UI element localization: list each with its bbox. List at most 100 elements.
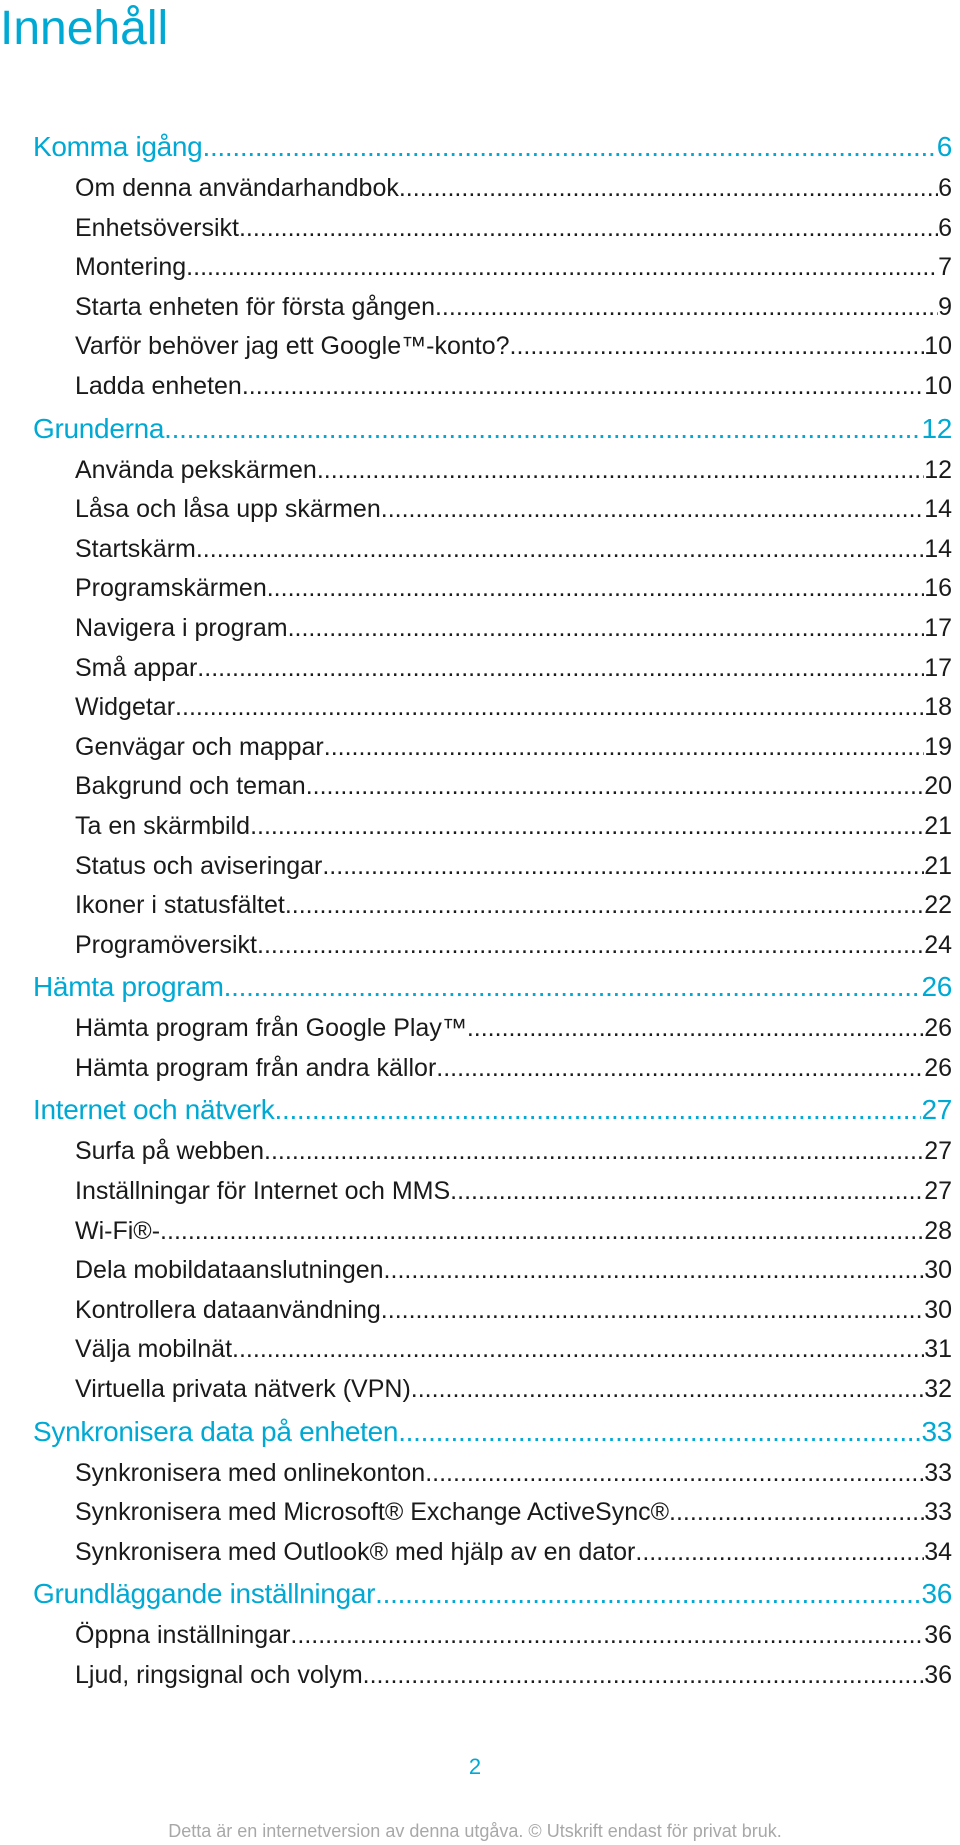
toc-entry[interactable]: Ladda enheten 10 [33, 367, 952, 407]
toc-entry[interactable]: Hämta program från andra källor 26 [33, 1049, 952, 1089]
toc-entry[interactable]: Inställningar för Internet och MMS 27 [33, 1172, 952, 1212]
dot-leader [436, 1049, 924, 1089]
toc-heading-label: Hämta program [33, 971, 224, 1003]
toc-entry-page: 26 [924, 1014, 952, 1043]
toc-entry-page: 14 [924, 534, 952, 563]
dot-leader [384, 1251, 925, 1291]
dot-leader [274, 1088, 921, 1132]
toc-section-grunderna: Grunderna 12 Använda pekskärmen 12 Låsa oc… [33, 407, 952, 966]
toc-entry[interactable]: Varför behöver jag ett Google™-konto? 10 [33, 327, 952, 367]
toc-entry-label: Wi-Fi®- [75, 1216, 161, 1245]
toc-entry[interactable]: Programöversikt 24 [33, 926, 952, 966]
toc-entry-label: Programöversikt [75, 930, 257, 959]
toc-entry[interactable]: Wi-Fi®- 28 [33, 1212, 952, 1252]
toc-entry[interactable]: Öppna inställningar 36 [33, 1616, 952, 1656]
dot-leader [160, 1212, 924, 1252]
dot-leader [363, 1656, 925, 1696]
toc-entry-label: Navigera i program [75, 613, 288, 642]
toc-entry[interactable]: Välja mobilnät 31 [33, 1330, 952, 1370]
dot-leader [164, 407, 921, 451]
toc-entry[interactable]: Startskärm 14 [33, 530, 952, 570]
toc-entry-label: Widgetar [75, 693, 176, 722]
toc-entry[interactable]: Synkronisera med Outlook® med hjälp av e… [33, 1533, 952, 1573]
toc-entry[interactable]: Synkronisera med Microsoft® Exchange Act… [33, 1493, 952, 1533]
toc-entry[interactable]: Bakgrund och teman 20 [33, 767, 952, 807]
dot-leader [399, 169, 938, 209]
dot-leader [306, 767, 924, 807]
toc-entry[interactable]: Montering 7 [33, 248, 952, 288]
toc-heading-page: 36 [921, 1578, 952, 1610]
toc-entry[interactable]: Ta en skärmbild 21 [33, 807, 952, 847]
toc-entry-label: Små appar [75, 653, 198, 682]
toc-entry[interactable]: Ljud, ringsignal och volym 36 [33, 1656, 952, 1696]
toc-heading[interactable]: Grundläggande inställningar 36 [33, 1572, 952, 1616]
toc-entry-label: Inställningar för Internet och MMS [75, 1177, 451, 1206]
toc-heading-page: 26 [921, 971, 952, 1003]
toc-entry-page: 17 [924, 613, 952, 642]
toc-entry-label: Virtuella privata nätverk (VPN) [75, 1375, 411, 1404]
dot-leader [267, 569, 924, 609]
dot-leader [186, 248, 938, 288]
toc-entry[interactable]: Hämta program från Google Play™ 26 [33, 1009, 952, 1049]
page-number: 2 [468, 1754, 482, 1779]
toc-heading[interactable]: Grunderna 12 [33, 407, 952, 451]
toc-entry[interactable]: Status och aviseringar 21 [33, 847, 952, 887]
toc-entry-page: 30 [924, 1295, 952, 1324]
dot-leader [381, 1291, 924, 1331]
toc-entry[interactable]: Starta enheten för första gången 9 [33, 288, 952, 328]
toc-entry[interactable]: Använda pekskärmen 12 [33, 451, 952, 491]
toc-entry[interactable]: Ikoner i statusfältet 22 [33, 886, 952, 926]
toc-entry-label: Synkronisera med onlinekonton [75, 1458, 426, 1487]
toc-entry-label: Använda pekskärmen [75, 455, 317, 484]
toc-entry-page: 30 [924, 1256, 952, 1285]
toc-entry-page: 16 [924, 574, 952, 603]
toc-entry[interactable]: Navigera i program 17 [33, 609, 952, 649]
toc-entry[interactable]: Widgetar 18 [33, 688, 952, 728]
dot-leader [285, 886, 924, 926]
toc-heading-page: 6 [936, 131, 952, 162]
toc-heading[interactable]: Komma igång 6 [33, 125, 952, 169]
toc-entry[interactable]: Kontrollera dataanvändning 30 [33, 1291, 952, 1331]
toc-entry-label: Starta enheten för första gången [75, 292, 435, 321]
toc-entry[interactable]: Om denna användarhandbok 6 [33, 169, 952, 209]
dot-leader [257, 926, 924, 966]
dot-leader [375, 1572, 921, 1616]
toc-entry-label: Kontrollera dataanvändning [75, 1295, 381, 1324]
toc-section-synkronisera-data: Synkronisera data på enheten 33 Synkronis… [33, 1410, 952, 1573]
toc-entry-label: Låsa och låsa upp skärmen [75, 495, 381, 524]
toc-entry[interactable]: Låsa och låsa upp skärmen 14 [33, 490, 952, 530]
toc-entry[interactable]: Synkronisera med onlinekonton 33 [33, 1454, 952, 1494]
toc-entry-page: 21 [924, 851, 952, 880]
dot-leader [196, 530, 924, 570]
toc-entry-page: 9 [938, 292, 952, 321]
toc-heading-page: 12 [921, 412, 952, 444]
toc-heading[interactable]: Internet och nätverk 27 [33, 1088, 952, 1132]
toc-entry-page: 31 [924, 1335, 952, 1364]
dot-leader [322, 847, 924, 887]
toc-entry-page: 14 [924, 495, 952, 524]
toc-heading[interactable]: Hämta program 26 [33, 965, 952, 1009]
toc-entry[interactable]: Enhetsöversikt 6 [33, 209, 952, 249]
toc-entry[interactable]: Programskärmen 16 [33, 569, 952, 609]
toc-entry-page: 7 [938, 253, 952, 282]
toc-entry[interactable]: Dela mobildataanslutningen 30 [33, 1251, 952, 1291]
toc-entry[interactable]: Surfa på webben 27 [33, 1132, 952, 1172]
dot-leader [224, 965, 922, 1009]
dot-leader [232, 1330, 924, 1370]
dot-leader [324, 728, 924, 768]
toc-entry-page: 34 [924, 1537, 952, 1566]
toc-entry-page: 19 [924, 732, 952, 761]
toc-entry[interactable]: Genvägar och mappar 19 [33, 728, 952, 768]
toc-heading[interactable]: Synkronisera data på enheten 33 [33, 1410, 952, 1454]
toc-entry-label: Dela mobildataanslutningen [75, 1256, 384, 1285]
toc-entry[interactable]: Virtuella privata nätverk (VPN) 32 [33, 1370, 952, 1410]
toc-entry[interactable]: Små appar 17 [33, 649, 952, 689]
toc-entry-label: Genvägar och mappar [75, 732, 324, 761]
toc-heading-page: 33 [921, 1415, 952, 1447]
toc-entry-page: 32 [924, 1375, 952, 1404]
dot-leader [398, 1410, 921, 1454]
toc-entry-label: Synkronisera med Microsoft® Exchange Act… [75, 1498, 670, 1527]
dot-leader [450, 1172, 924, 1212]
toc-entry-page: 6 [938, 174, 952, 202]
dot-leader [175, 688, 924, 728]
